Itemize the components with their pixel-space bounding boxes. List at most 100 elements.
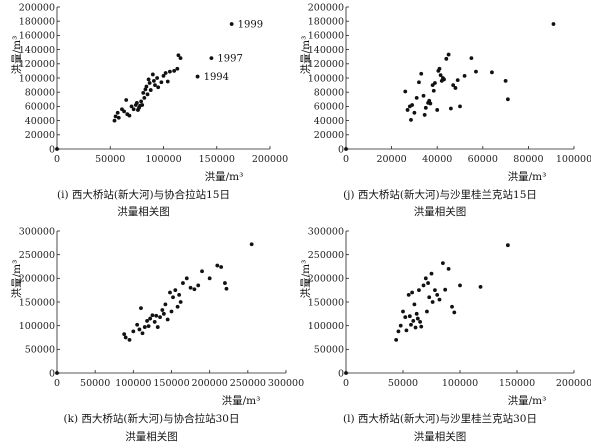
data-point: [127, 113, 132, 118]
data-point: [412, 302, 417, 307]
data-point: [184, 276, 189, 281]
data-point: [441, 261, 445, 266]
data-point: [410, 290, 415, 295]
y-tick-label: 160000: [19, 31, 55, 42]
data-point: [178, 56, 183, 61]
data-point: [169, 309, 174, 314]
data-point: [155, 325, 160, 329]
data-point: [421, 283, 426, 288]
data-point: [171, 295, 175, 300]
data-point: [152, 78, 156, 83]
x-tick-label: 100000: [145, 154, 181, 165]
data-point: [115, 110, 120, 115]
data-point: [409, 117, 413, 122]
chart-caption: (l) 西大桥站(新大河)与沙里桂兰克站30日: [343, 412, 537, 425]
data-point: [163, 71, 168, 75]
data-point: [159, 80, 164, 85]
data-point: [417, 80, 421, 85]
data-point: [175, 304, 180, 309]
data-point: [150, 313, 155, 318]
x-tick-label: 80000: [513, 154, 543, 165]
data-point: [173, 288, 178, 293]
y-tick-label: 20000: [314, 130, 344, 141]
data-point: [406, 293, 411, 297]
point-annotation: 1997: [217, 54, 242, 65]
y-tick-label: 60000: [314, 102, 344, 113]
axes: [345, 231, 574, 374]
data-point: [145, 319, 149, 323]
y-tick-label: 50000: [25, 345, 55, 356]
data-point: [452, 310, 457, 315]
x-tick-label: 0: [343, 154, 349, 165]
x-tick-label: 200000: [192, 378, 228, 389]
y-tick-label: 150000: [308, 297, 344, 308]
y-tick-label: 20000: [25, 130, 55, 141]
axes: [345, 7, 574, 150]
data-point: [394, 337, 399, 342]
data-point: [430, 300, 435, 304]
chart-i: 0 20000 40000 60000 80000 100000 120000 140000 1…: [11, 2, 288, 218]
data-point: [404, 328, 409, 333]
data-point: [551, 22, 556, 26]
y-tick-label: 0: [338, 368, 344, 379]
data-point: [444, 56, 449, 61]
data-point: [196, 283, 201, 288]
y-tick-label: 300000: [308, 226, 344, 237]
data-point: [177, 293, 182, 297]
data-point: [478, 284, 483, 289]
data-point: [453, 86, 458, 90]
data-point: [418, 319, 422, 324]
data-point: [215, 263, 220, 268]
data-point: [433, 81, 437, 85]
data-point: [127, 337, 132, 342]
data-point: [462, 73, 467, 78]
data-point: [135, 322, 140, 327]
data-point: [458, 104, 462, 109]
x-tick-label: 100000: [442, 378, 478, 389]
data-point: [435, 293, 440, 297]
y-axis-label: 洪量/m³: [300, 36, 312, 75]
data-point: [160, 308, 165, 312]
data-point: [200, 269, 204, 274]
data-point: [411, 319, 416, 323]
x-axis-label: 洪量/m³: [205, 171, 244, 183]
x-axis-label: 洪量/m³: [222, 395, 261, 407]
data-point: [428, 101, 433, 106]
chart-caption: (j) 西大桥站(新大河)与沙里桂兰克站15日: [343, 188, 537, 201]
data-point: [413, 325, 418, 330]
data-point: [142, 325, 147, 329]
data-point: [137, 327, 142, 332]
data-point: [131, 107, 136, 112]
data-point: [139, 99, 144, 104]
data-point: [344, 147, 348, 151]
data-point: [167, 69, 172, 74]
chart-caption-line2: 洪量相关图: [414, 430, 467, 443]
y-tick-label: 50000: [314, 345, 344, 356]
x-tick-label: 0: [54, 154, 60, 165]
data-point: [505, 243, 510, 248]
x-tick-label: 100000: [556, 154, 591, 165]
data-point: [417, 288, 421, 293]
data-point: [403, 315, 408, 320]
data-point: [421, 93, 426, 98]
data-point: [437, 66, 442, 71]
data-point: [161, 73, 166, 78]
data-point: [150, 72, 155, 77]
x-tick-label: 100000: [115, 378, 151, 389]
data-point: [458, 283, 462, 288]
data-point: [123, 335, 128, 340]
data-point: [154, 313, 159, 318]
data-point: [474, 69, 478, 74]
y-axis-label: 洪量/m³: [11, 36, 23, 75]
data-point: [129, 104, 134, 109]
data-point: [423, 105, 428, 110]
y-tick-label: 300000: [19, 226, 55, 237]
data-point: [152, 319, 157, 324]
data-point: [155, 76, 160, 80]
data-point: [455, 78, 460, 83]
data-point: [398, 323, 403, 328]
y-tick-label: 200000: [308, 274, 344, 285]
data-point: [140, 331, 145, 336]
chart-l: 0 50000 100000 150000 200000 250000 300000 0 500…: [300, 226, 591, 443]
